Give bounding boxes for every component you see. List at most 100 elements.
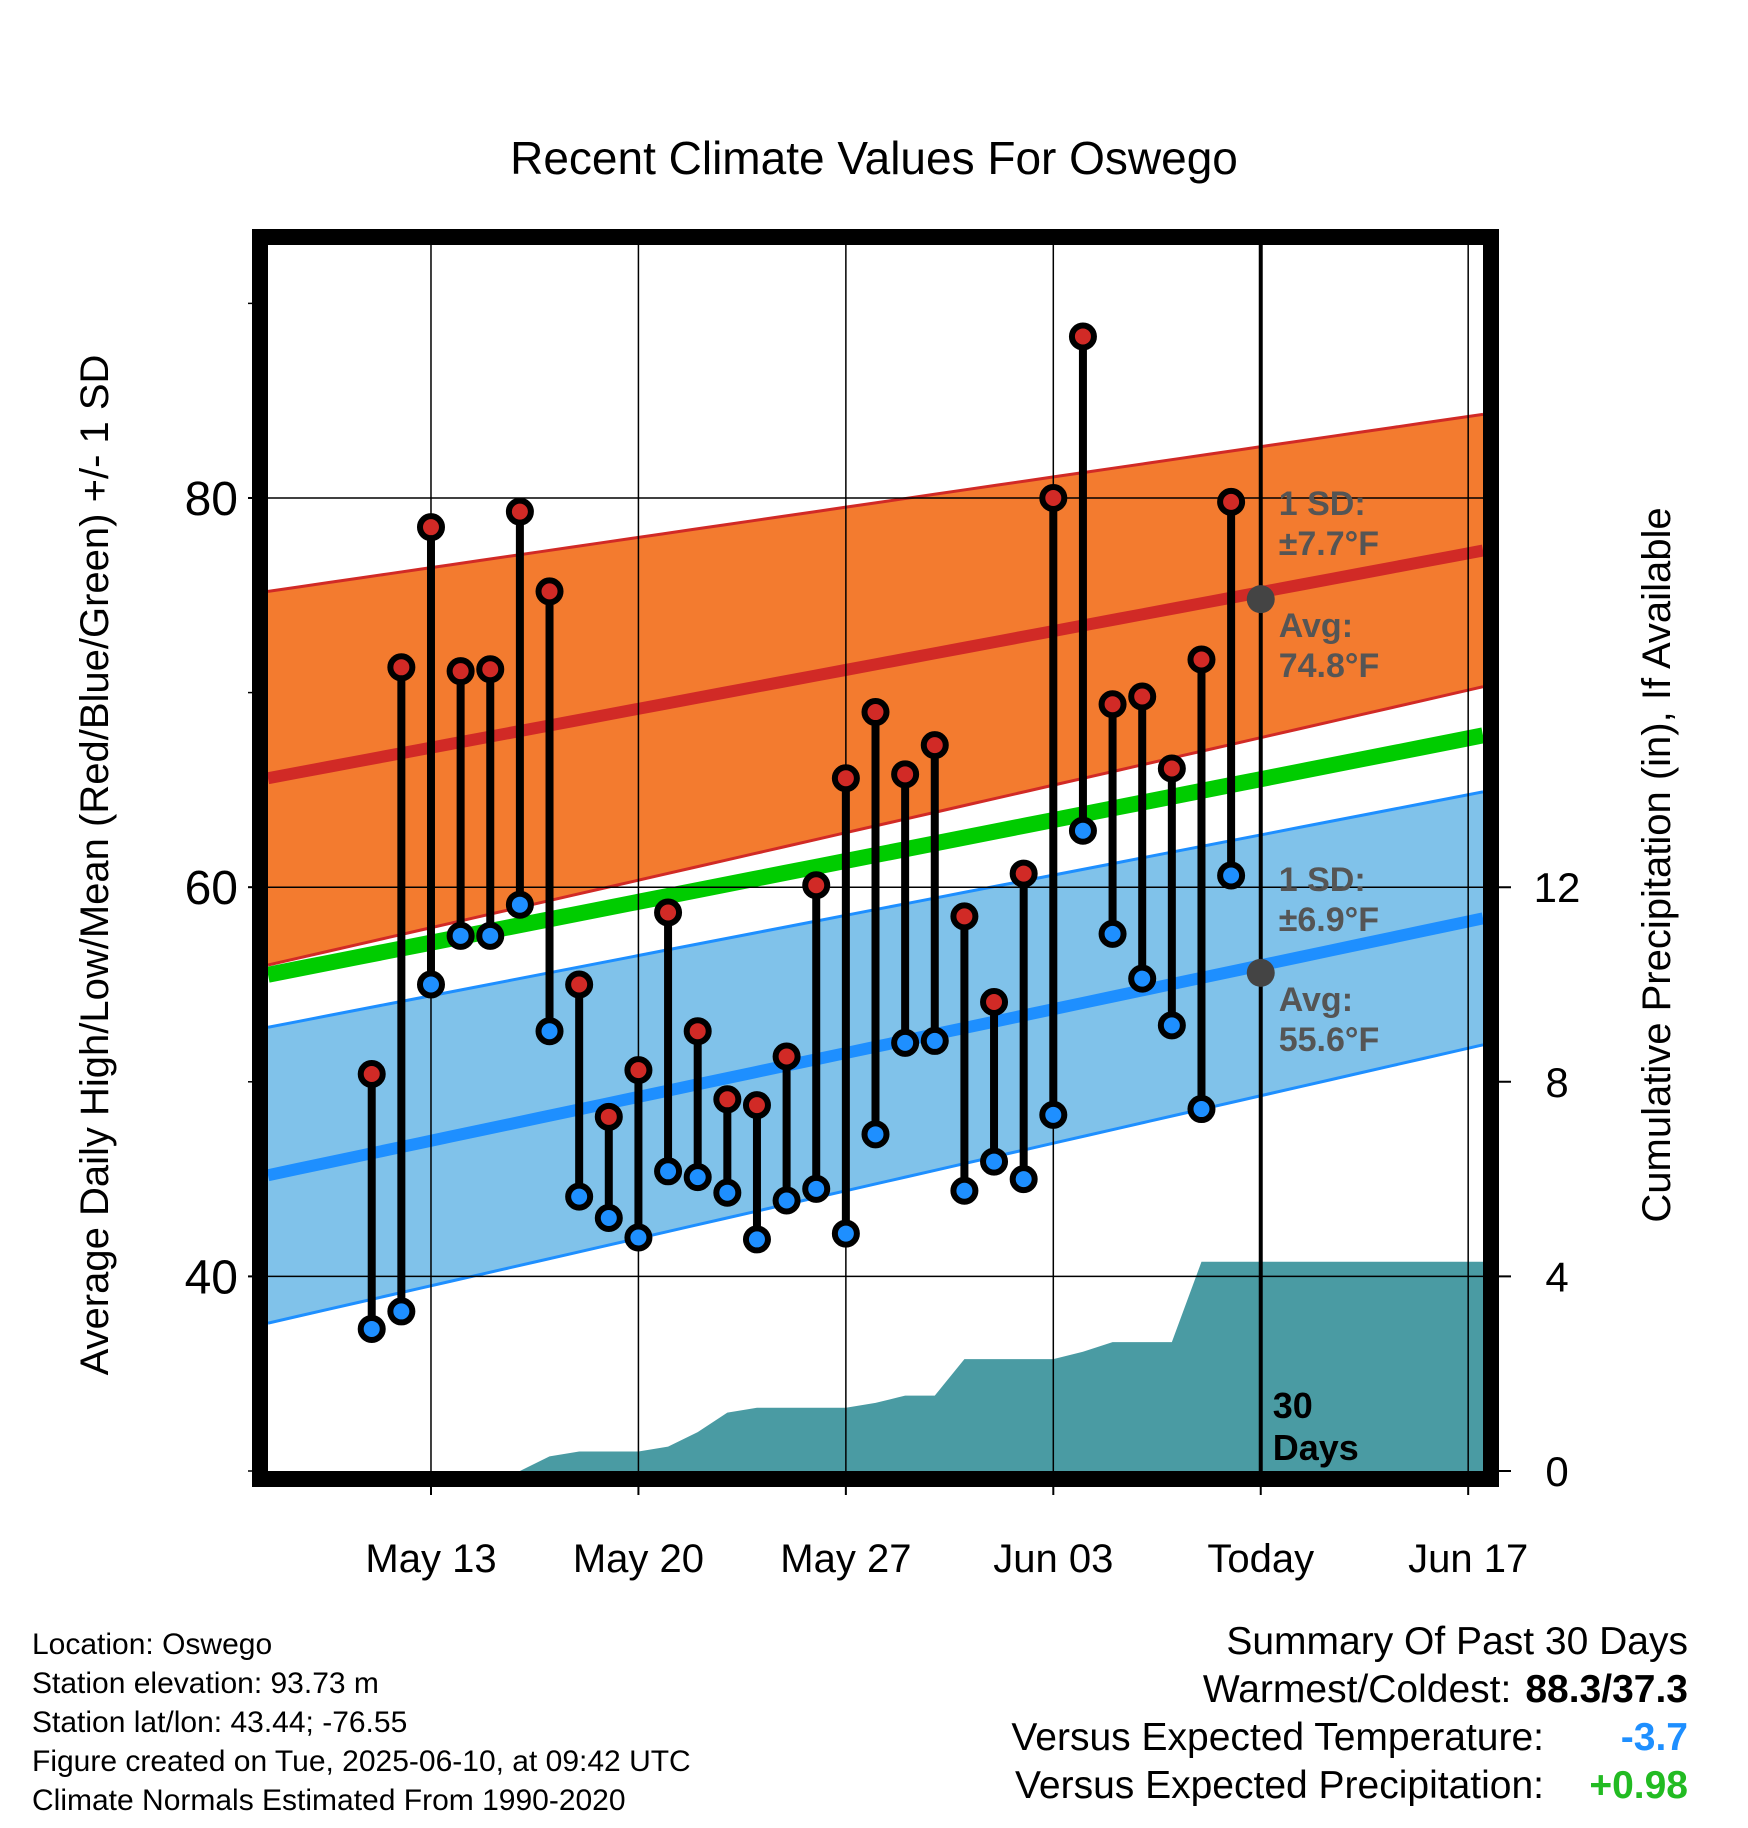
y2-tick-label: 0 [1545,1448,1568,1495]
daily-high-point [861,698,890,727]
daily-low-point [980,1147,1009,1176]
precip-departure-value: +0.98 [1589,1764,1688,1807]
daily-high-point [1187,645,1216,674]
summary-precip-row: Versus Expected Precipitation: +0.98 [1011,1762,1688,1810]
daily-low-point [713,1178,742,1207]
daily-low-point [950,1176,979,1205]
daily-low-point [742,1225,771,1254]
daily-low-point [357,1314,386,1343]
high-sd-band [268,414,1483,966]
daily-high-point [742,1091,771,1120]
daily-high-point [535,577,564,606]
plot-frame [252,229,1499,1487]
y-tick-label: 60 [185,862,238,915]
x-tick-label: Today [1207,1537,1314,1581]
daily-high-point [1128,682,1157,711]
y2-axis-label: Cumulative Precipitation (in), If Availa… [1635,507,1679,1222]
daily-low-point [1217,861,1246,890]
daily-high-point [387,653,416,682]
daily-high-point [1009,859,1038,888]
high-avg-label: Avg: [1279,607,1353,645]
daily-low-point [1187,1095,1216,1124]
high-avg-value: 74.8°F [1279,647,1380,685]
low-avg-marker [1246,958,1275,987]
x-tick-label: Jun 03 [993,1537,1113,1581]
daily-high-point [1157,754,1186,783]
daily-high-point [1098,690,1127,719]
daily-low-point [802,1174,831,1203]
high-band-upper-edge [268,412,1483,593]
high-sd-label: 1 SD: [1279,485,1366,523]
daily-low-point [683,1163,712,1192]
daily-high-point [505,497,534,526]
daily-low-point [1068,816,1097,845]
daily-low-point [1039,1100,1068,1129]
x-tick-label: Jun 17 [1408,1537,1528,1581]
daily-high-point [920,731,949,760]
temp-departure-label: Versus Expected Temperature: [1011,1716,1544,1759]
daily-high-point [1068,322,1097,351]
elevation-text: Station elevation: 93.73 m [32,1667,379,1700]
daily-high-point [772,1042,801,1071]
daily-high-point [357,1060,386,1089]
summary-title: Summary Of Past 30 Days [1226,1620,1688,1663]
daily-high-point [980,988,1009,1017]
daily-high-point [624,1056,653,1085]
daily-high-point [1217,487,1246,516]
daily-low-point [831,1219,860,1248]
y-axis-label: Average Daily High/Low/Mean (Red/Blue/Gr… [73,355,117,1376]
x-tick-label: May 27 [780,1537,911,1581]
normals-text: Climate Normals Estimated From 1990-2020 [32,1784,626,1817]
daily-low-point [1009,1165,1038,1194]
low-avg-label: Avg: [1279,981,1353,1019]
daily-low-point [654,1157,683,1186]
x-tick-label: May 13 [365,1537,496,1581]
daily-high-point [683,1017,712,1046]
daily-low-point [446,921,475,950]
daily-low-point [505,890,534,919]
today-count-label: 30 [1273,1385,1313,1426]
high-avg-marker [1246,585,1275,614]
daily-high-point [565,970,594,999]
daily-low-point [624,1223,653,1252]
chart-title: Recent Climate Values For Oswego [510,132,1238,184]
daily-high-point [446,657,475,686]
daily-low-point [891,1028,920,1057]
precip-departure-label: Versus Expected Precipitation: [1015,1764,1544,1807]
daily-high-point [831,764,860,793]
daily-low-point [1157,1011,1186,1040]
daily-low-point [920,1026,949,1055]
normal-high-line [268,544,1483,785]
y-tick-label: 40 [185,1251,238,1304]
daily-high-point [594,1102,623,1131]
daily-low-point [416,970,445,999]
daily-low-point [565,1182,594,1211]
daily-low-point [1098,919,1127,948]
daily-high-point [476,655,505,684]
low-sd-value: ±6.9°F [1279,901,1379,939]
daily-high-point [802,871,831,900]
daily-high-point [416,513,445,542]
daily-low-point [594,1204,623,1233]
high-sd-value: ±7.7°F [1279,525,1379,563]
summary-temp-row: Versus Expected Temperature: -3.7 [1011,1714,1688,1762]
precip-area [268,1261,1483,1471]
daily-low-point [861,1120,890,1149]
x-tick-label: May 20 [573,1537,704,1581]
daily-high-point [654,898,683,927]
warmest-label: Warmest/Coldest: [1202,1668,1512,1711]
warmest-value: 88.3/37.3 [1525,1668,1688,1711]
y2-tick-label: 8 [1545,1059,1568,1106]
daily-low-point [476,921,505,950]
latlon-text: Station lat/lon: 43.44; -76.55 [32,1706,408,1739]
y-tick-label: 80 [185,473,238,526]
temp-departure-value: -3.7 [1620,1716,1688,1759]
daily-low-point [535,1017,564,1046]
daily-high-point [950,902,979,931]
y2-tick-label: 4 [1545,1253,1568,1300]
daily-low-point [1128,964,1157,993]
daily-high-point [891,760,920,789]
y2-tick-label: 12 [1534,864,1581,911]
daily-low-point [387,1297,416,1326]
